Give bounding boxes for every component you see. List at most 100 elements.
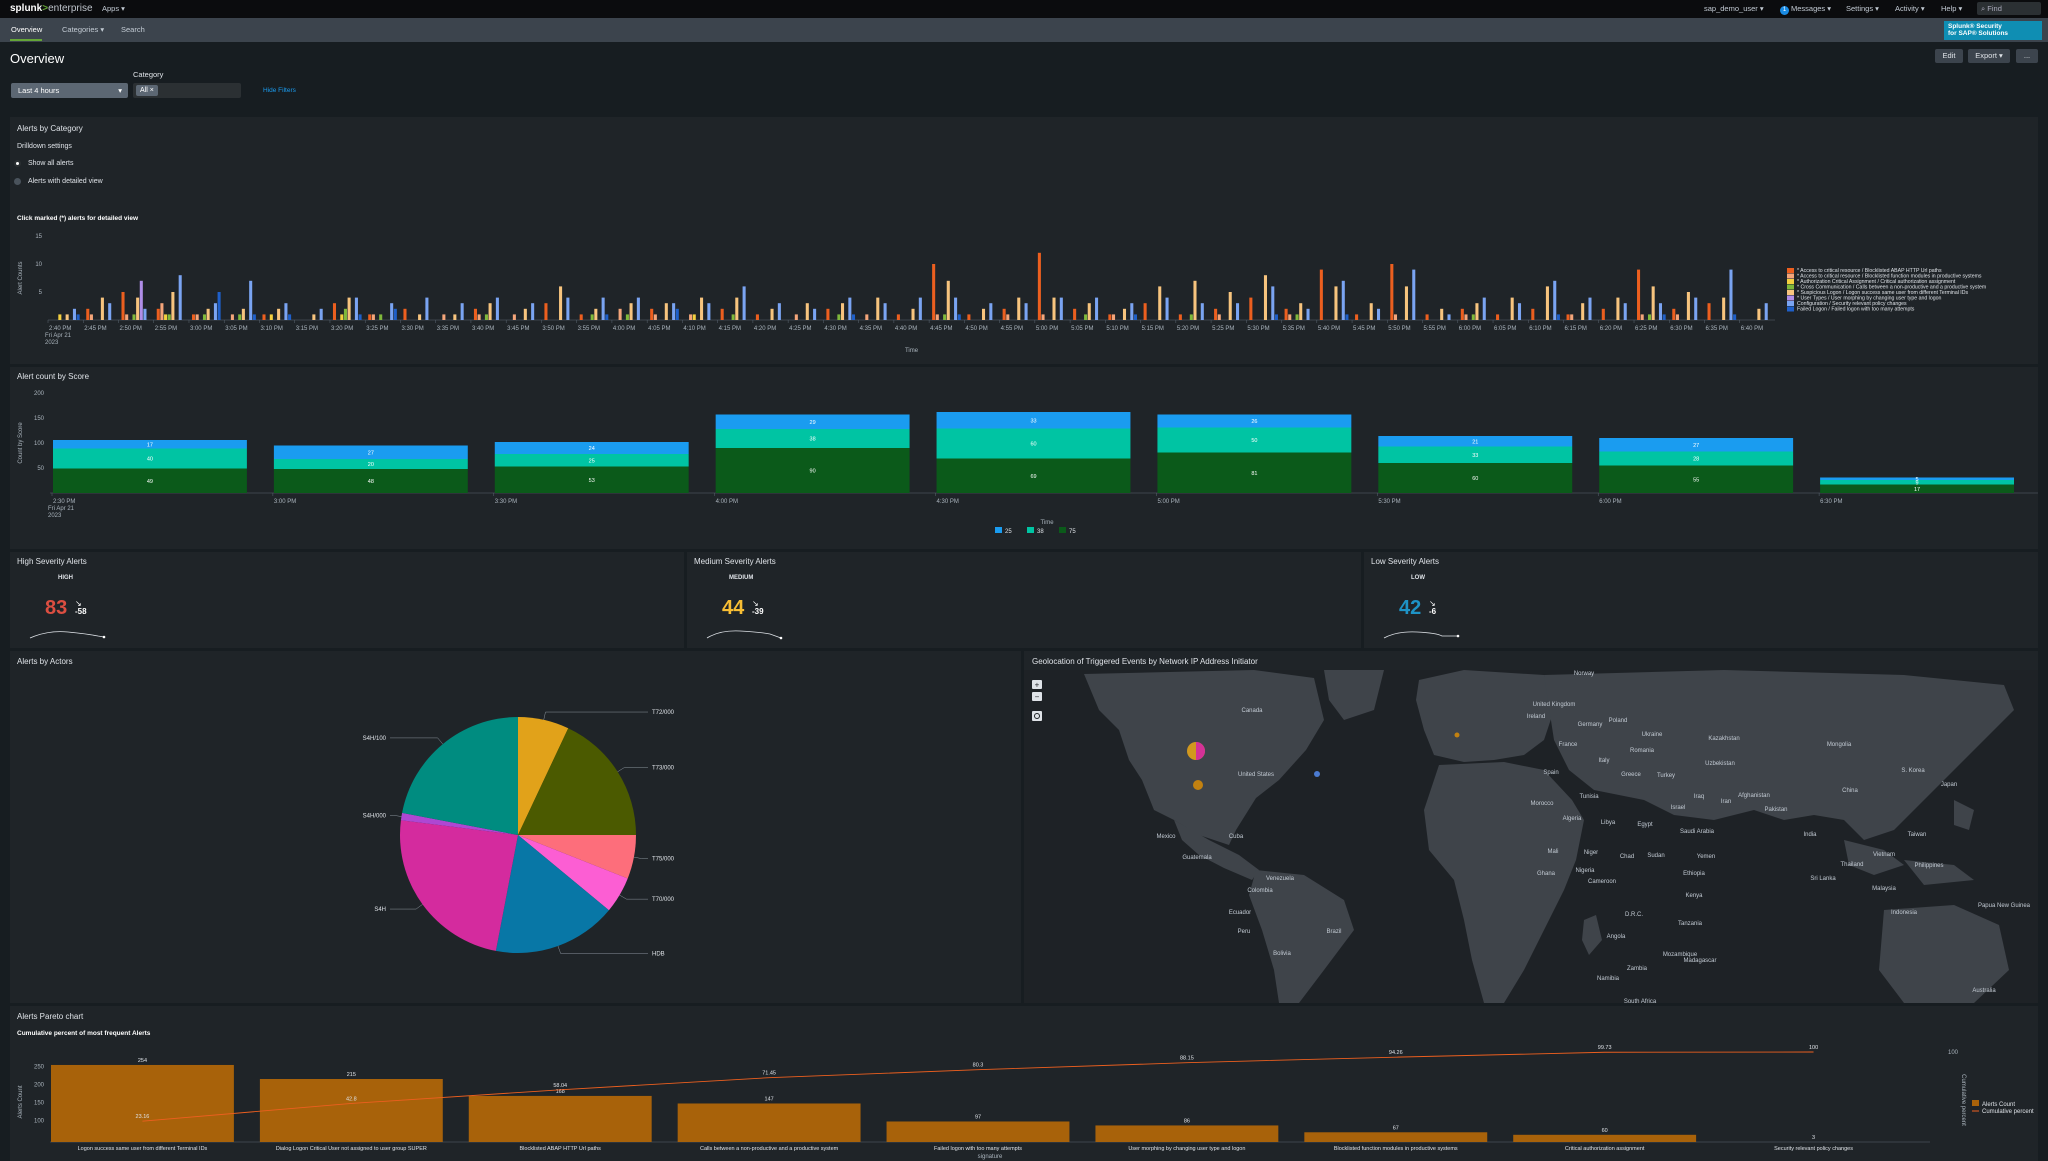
category-bar [618, 308, 622, 320]
pareto-line-value: 88.15 [1180, 1056, 1194, 1062]
category-bar [453, 314, 457, 320]
legend-label: Configuration / Security relevant policy… [1797, 301, 1907, 307]
map-country-label: Canada [1241, 708, 1263, 714]
messages-label: Messages ▾ [1791, 4, 1832, 13]
nav-overview[interactable]: Overview [11, 25, 43, 34]
score-bar-value: 50 [1251, 438, 1257, 444]
pareto-line-value: 80.3 [973, 1063, 984, 1069]
radio-show-all[interactable]: Show all alerts [14, 160, 73, 167]
find-input[interactable]: ⌕ Find [1977, 2, 2041, 15]
score-bar-value: 55 [1693, 477, 1699, 483]
x-tick-label: 3:25 PM [366, 326, 388, 332]
x-tick-label: 5:30 PM [1378, 499, 1400, 505]
score-bar-value: 27 [1693, 443, 1699, 449]
map-country-label: India [1803, 832, 1817, 838]
category-bar [943, 314, 947, 320]
edit-button[interactable]: Edit [1935, 49, 1963, 63]
x-tick-label: 3:40 PM [472, 326, 494, 332]
category-bar [1647, 314, 1652, 320]
y-tick-label: 150 [34, 1100, 45, 1106]
pareto-line-value: 42.8 [346, 1096, 357, 1102]
score-bar-value: 20 [368, 462, 374, 468]
search-icon: ⌕ [1981, 4, 1986, 13]
category-bar [664, 303, 668, 320]
x-tick-label: 6:30 PM [1820, 499, 1842, 505]
category-bar [1200, 303, 1204, 320]
map-country-label: Thailand [1840, 862, 1863, 868]
category-bar [1084, 314, 1088, 320]
x-tick-label: 6:20 PM [1600, 326, 1622, 332]
radio-show-all-label: Show all alerts [27, 160, 74, 168]
map-country-label: Norway [1574, 671, 1594, 677]
high-severity-delta: -58 [75, 607, 87, 616]
high-severity-panel[interactable] [10, 552, 684, 648]
nav-categories[interactable]: Categories ▾ [62, 25, 105, 34]
logo-gt: > [42, 3, 49, 14]
x-tick-label: 3:30 PM [495, 499, 517, 505]
category-multiselect[interactable] [133, 83, 241, 98]
category-bar [911, 308, 915, 320]
x-tick-label: 4:50 PM [965, 326, 987, 332]
messages-count-badge: 1 [1780, 6, 1789, 15]
category-bar [566, 297, 570, 320]
category-bar [981, 308, 986, 320]
medium-severity-panel[interactable] [687, 552, 1361, 648]
category-chip-all[interactable]: All × [136, 85, 158, 96]
map-country-label: Nigeria [1575, 868, 1595, 874]
legend-label: 38 [1037, 529, 1044, 535]
geolocation-map[interactable]: Norway United Kingdom Ireland Germany Poland… [1024, 670, 2038, 1003]
legend-swatch [1787, 268, 1794, 273]
x-tick-label: 6:40 PM [1741, 326, 1763, 332]
map-country-label: Iran [1721, 799, 1731, 805]
category-bar [473, 308, 477, 320]
score-bar-segment [1378, 436, 1573, 447]
activity-menu[interactable]: Activity ▾ [1895, 4, 1925, 13]
apps-menu[interactable]: Apps ▾ [102, 4, 125, 13]
nav-search[interactable]: Search [121, 25, 145, 34]
x-tick-year: 2023 [48, 513, 62, 519]
category-bar [1024, 303, 1028, 320]
svg-text:−: − [1035, 693, 1040, 702]
category-bar [1130, 303, 1134, 320]
user-menu[interactable]: sap_demo_user ▾ [1704, 4, 1764, 13]
radio-detailed-view[interactable]: Alerts with detailed view [14, 178, 103, 185]
category-bar [954, 297, 958, 320]
category-bar [1482, 297, 1486, 320]
category-bar [707, 303, 711, 320]
legend-label: Alerts Count [1982, 1102, 2015, 1108]
category-bar [206, 308, 210, 320]
messages-menu[interactable]: 1 Messages ▾ [1780, 4, 1831, 15]
settings-menu[interactable]: Settings ▾ [1846, 4, 1879, 13]
category-bar [1037, 252, 1041, 320]
help-menu[interactable]: Help ▾ [1941, 4, 1963, 13]
brand-line-1: Splunk® Security [1948, 23, 2002, 30]
category-bar [805, 303, 809, 320]
category-bar [946, 280, 950, 320]
y-tick-label: 200 [34, 391, 45, 397]
x-tick-label: 3:00 PM [190, 326, 212, 332]
map-country-label: Sudan [1647, 853, 1664, 859]
category-bar [343, 308, 347, 320]
score-bar-value: 33 [1030, 418, 1036, 424]
export-button[interactable]: Export ▾ [1968, 49, 2010, 63]
category-bar [72, 308, 76, 320]
high-severity-title: High Severity Alerts [17, 557, 87, 566]
score-bar-segment [715, 429, 910, 448]
hide-filters-link[interactable]: Hide Filters [263, 87, 296, 94]
pareto-bar [51, 1064, 234, 1142]
category-bar [1658, 303, 1663, 320]
category-bar [1471, 314, 1475, 320]
x-tick-label: 3:05 PM [225, 326, 247, 332]
pareto-bar-value: 86 [1184, 1118, 1190, 1124]
low-severity-panel[interactable] [1364, 552, 2038, 648]
legend-swatch [1787, 301, 1794, 306]
splunk-logo[interactable]: splunk>enterprise [10, 3, 93, 14]
global-topbar: splunk>enterprise Apps ▾ sap_demo_user ▾… [0, 0, 2048, 18]
alerts-pareto-title: Alerts Pareto chart [17, 1012, 84, 1021]
more-button[interactable]: ... [2016, 49, 2038, 63]
map-country-label: Libya [1601, 820, 1616, 826]
map-country-label: Brazil [1326, 929, 1341, 935]
logo-splunk: splunk [10, 3, 43, 14]
map-country-label: Malaysia [1872, 886, 1896, 892]
time-range-picker[interactable]: Last 4 hours ▾ [11, 83, 128, 98]
